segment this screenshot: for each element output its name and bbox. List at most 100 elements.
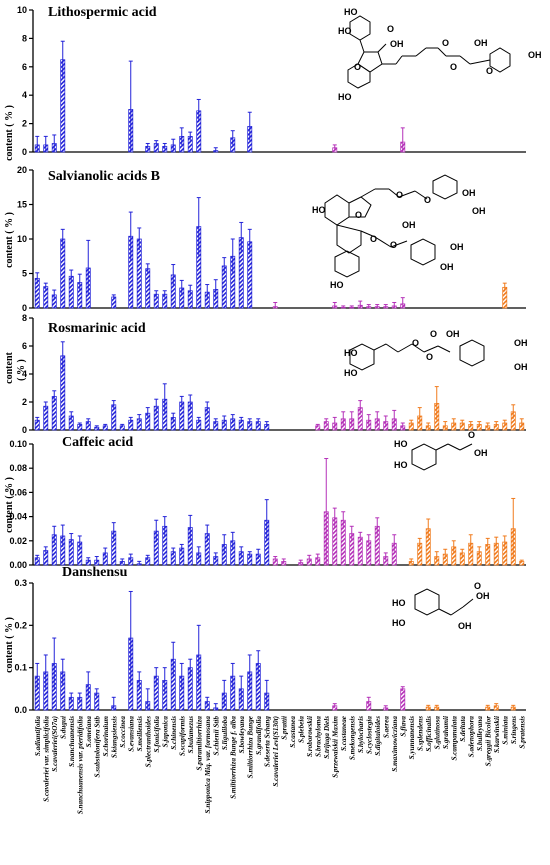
panel-rosmarinic-acid: Rosmarinic acid content ( % ) HO HO O O … bbox=[4, 321, 528, 384]
x-tick-label: S.adenophora bbox=[467, 716, 475, 758]
x-tick-label: S.greggii Bicolor bbox=[484, 716, 492, 767]
y-axis-label: content ( % ) bbox=[4, 212, 15, 268]
x-tick-label: S.brachyloma bbox=[314, 716, 322, 757]
x-tick-label: S.bowleyana bbox=[238, 716, 246, 754]
structure-labels: HO HO OH OH O bbox=[392, 581, 490, 631]
structure-labels: HO HO OH HO OH OH O O O O O bbox=[338, 7, 542, 102]
chemical-structure bbox=[349, 339, 485, 371]
panel-title: Rosmarinic acid bbox=[48, 321, 146, 336]
structure-label: HO bbox=[338, 26, 352, 36]
y-tick-label: 8 bbox=[22, 313, 27, 323]
structure-label: O bbox=[426, 352, 433, 362]
structure-labels: HO HO O O OH OH OH O bbox=[344, 329, 528, 378]
x-tick-label: S.officinalis bbox=[425, 716, 433, 752]
y-tick-label: 0 bbox=[22, 147, 27, 157]
x-tick-label: S.kiangsiensis bbox=[110, 716, 118, 758]
x-tick-label: S.splendens bbox=[416, 716, 424, 751]
x-tick-label: S.japonica bbox=[161, 716, 169, 748]
x-tick-label: S.nanchuanensis bbox=[68, 716, 76, 767]
x-tick-label: S.campanulata bbox=[450, 716, 458, 761]
x-tick-label: S.chorinaium bbox=[102, 716, 110, 757]
y-tick-label: 4 bbox=[22, 369, 27, 379]
x-tick-label: S.maximowicziana bbox=[391, 716, 399, 772]
x-tick-label: S.karwinskii bbox=[493, 716, 501, 753]
structure-label: OH bbox=[514, 338, 528, 348]
panel-lithospermic-acid: Lithospermic acid content ( % ) HO HO OH… bbox=[4, 5, 542, 161]
plot-area: 0.0 0.1 0.2 0.3 bbox=[14, 578, 526, 715]
structure-label: OH bbox=[474, 38, 488, 48]
x-tick-label: S.substolonifera Stib bbox=[93, 716, 101, 778]
structure-label: OH bbox=[474, 448, 488, 458]
x-tick-label: S.bulamezus bbox=[187, 716, 195, 754]
structure-label: OH bbox=[528, 50, 542, 60]
x-tick-label: S.roborowskii bbox=[306, 716, 314, 757]
x-tick-label: S.chinensis bbox=[170, 716, 178, 750]
y-tick-label: 0.1 bbox=[14, 663, 27, 673]
y-tick-label: 0.3 bbox=[14, 578, 27, 588]
chemical-structure bbox=[411, 443, 473, 471]
y-tick-label: 20 bbox=[17, 165, 27, 175]
structure-label: OH bbox=[446, 329, 460, 339]
structure-label: OH bbox=[514, 362, 528, 372]
x-tick-label: S.nipponica Miq. var. formosana bbox=[204, 716, 212, 814]
structure-label: O bbox=[486, 66, 493, 76]
y-tick-label: 8 bbox=[22, 33, 27, 43]
x-tick-label: S.dugui bbox=[59, 716, 67, 739]
y-tick-label: 10 bbox=[17, 5, 27, 15]
structure-label: O bbox=[442, 38, 449, 48]
y-tick-label: 6 bbox=[22, 341, 27, 351]
y-tick-label: 15 bbox=[17, 200, 27, 210]
y-tick-label: 0.2 bbox=[14, 620, 27, 630]
structure-labels: HO HO OH O bbox=[394, 430, 488, 470]
x-tick-label: S.omeiana bbox=[85, 716, 93, 748]
chemical-structure bbox=[324, 174, 458, 278]
x-tick-label: S.cavaleriei Levl(S130t) bbox=[272, 716, 280, 787]
x-tick-label: S.trijuga Diels bbox=[323, 716, 331, 759]
y-tick-label: 6 bbox=[22, 62, 27, 72]
x-tick-label: S.scapiformis bbox=[178, 716, 186, 756]
structure-label: HO bbox=[312, 205, 326, 215]
x-tick-label: S.przewalskii Maxim bbox=[331, 716, 339, 778]
structure-label: HO bbox=[392, 618, 406, 628]
y-tick-label: 0.0 bbox=[14, 705, 27, 715]
x-tick-label: S.castanea bbox=[289, 716, 297, 748]
structure-label: OH bbox=[402, 220, 416, 230]
y-tick-label: 0.10 bbox=[9, 439, 27, 449]
y-tick-label: 0.06 bbox=[9, 487, 27, 497]
y-tick-label: 0.02 bbox=[9, 536, 27, 546]
y-tick-label: 0 bbox=[22, 303, 27, 313]
panel-title: Salvianolic acids B bbox=[48, 169, 160, 184]
x-tick-label: S.evansiana bbox=[127, 716, 135, 752]
structure-label: O bbox=[474, 581, 481, 591]
y-tick-label: 0.00 bbox=[9, 560, 27, 570]
x-tick-label: S.deltata bbox=[459, 716, 467, 742]
x-tick-label: S.grandifolia bbox=[255, 716, 263, 755]
x-tick-label: S.digitaloides bbox=[374, 716, 382, 756]
plot-area: 0 5 10 15 20 bbox=[17, 165, 526, 313]
y-axis-label: content ( % ) bbox=[4, 477, 15, 533]
y-tick-label: 0.04 bbox=[9, 512, 27, 522]
x-axis-tick-labels: S.adiantifolia S.cavaleriei var. simplici… bbox=[34, 715, 527, 814]
x-tick-label: S.liguliloba bbox=[221, 716, 229, 751]
x-tick-label: S.plebeia bbox=[297, 716, 305, 743]
structure-label: O bbox=[370, 234, 377, 244]
plot-area: 0 2 4 6 8 10 bbox=[17, 5, 526, 157]
x-tick-label: S.miltiorrhiza Bunge bbox=[246, 715, 254, 778]
x-tick-label: S.pratensis bbox=[518, 716, 526, 749]
x-tick-label: S.flava bbox=[399, 716, 407, 737]
x-tick-label: S.chienii Stib bbox=[212, 716, 220, 756]
x-tick-label: S.glutinosa bbox=[433, 716, 441, 750]
x-tick-label: S.miltiorrhiza Bunge f. alba bbox=[229, 716, 237, 799]
structure-label: HO bbox=[392, 598, 406, 608]
plot-layer: 0 2 4 6 8 10 0 5 10 15 20 0 2 4 6 8 0.00 0.02 0.04 0.06 0.08… bbox=[9, 5, 526, 715]
x-tick-label: S.ringens bbox=[510, 716, 518, 744]
y-tick-label: 5 bbox=[22, 269, 27, 279]
x-tick-label: S.cyclostegia bbox=[365, 716, 373, 755]
y-axis-label: content bbox=[4, 352, 15, 384]
x-tick-label: S.miniata bbox=[501, 716, 509, 745]
structure-label: O bbox=[355, 210, 362, 220]
structure-label: OH bbox=[472, 206, 486, 216]
bar bbox=[400, 688, 406, 711]
x-tick-label: S.aerea bbox=[382, 716, 390, 739]
